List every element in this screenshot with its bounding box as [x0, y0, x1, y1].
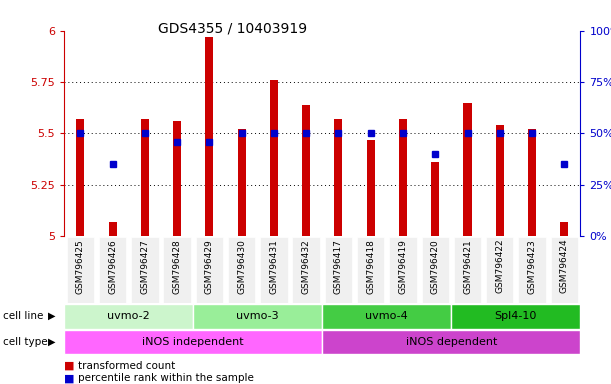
Bar — [141, 119, 149, 236]
Text: transformed count: transformed count — [78, 361, 175, 371]
FancyBboxPatch shape — [324, 237, 352, 303]
Text: GSM796430: GSM796430 — [237, 239, 246, 294]
Text: GSM796417: GSM796417 — [334, 239, 343, 294]
Text: ▶: ▶ — [48, 337, 55, 347]
Text: GSM796425: GSM796425 — [76, 239, 85, 294]
Bar — [431, 162, 439, 236]
Text: GSM796429: GSM796429 — [205, 239, 214, 294]
FancyBboxPatch shape — [486, 237, 513, 303]
Text: ■: ■ — [64, 361, 75, 371]
Text: GSM796418: GSM796418 — [366, 239, 375, 294]
FancyBboxPatch shape — [357, 237, 384, 303]
FancyBboxPatch shape — [131, 237, 158, 303]
FancyBboxPatch shape — [260, 237, 288, 303]
FancyBboxPatch shape — [551, 237, 578, 303]
Text: GSM796428: GSM796428 — [172, 239, 181, 294]
Text: uvmo-3: uvmo-3 — [236, 311, 279, 321]
Bar — [334, 119, 343, 236]
Text: ▶: ▶ — [48, 311, 55, 321]
Text: GSM796422: GSM796422 — [496, 239, 504, 293]
Text: GSM796420: GSM796420 — [431, 239, 440, 294]
FancyBboxPatch shape — [452, 304, 580, 329]
Text: cell type: cell type — [3, 337, 48, 347]
Bar — [464, 103, 472, 236]
Bar — [270, 80, 278, 236]
FancyBboxPatch shape — [389, 237, 417, 303]
FancyBboxPatch shape — [64, 329, 323, 354]
Text: GSM796423: GSM796423 — [527, 239, 536, 294]
FancyBboxPatch shape — [99, 237, 126, 303]
Text: cell line: cell line — [3, 311, 43, 321]
Bar — [109, 222, 117, 236]
FancyBboxPatch shape — [293, 237, 320, 303]
Bar — [496, 125, 504, 236]
FancyBboxPatch shape — [422, 237, 449, 303]
Bar — [560, 222, 568, 236]
Text: Spl4-10: Spl4-10 — [495, 311, 537, 321]
Bar — [238, 129, 246, 236]
Text: iNOS independent: iNOS independent — [142, 337, 244, 347]
FancyBboxPatch shape — [193, 304, 323, 329]
Text: GDS4355 / 10403919: GDS4355 / 10403919 — [158, 21, 307, 35]
Text: percentile rank within the sample: percentile rank within the sample — [78, 373, 254, 383]
Bar — [205, 37, 213, 236]
FancyBboxPatch shape — [67, 237, 94, 303]
Text: uvmo-2: uvmo-2 — [108, 311, 150, 321]
Text: uvmo-4: uvmo-4 — [365, 311, 408, 321]
FancyBboxPatch shape — [228, 237, 255, 303]
FancyBboxPatch shape — [64, 304, 193, 329]
Bar — [173, 121, 181, 236]
Bar — [367, 140, 375, 236]
FancyBboxPatch shape — [323, 304, 452, 329]
Text: iNOS dependent: iNOS dependent — [406, 337, 497, 347]
Text: ■: ■ — [64, 373, 75, 383]
Bar — [399, 119, 407, 236]
Text: GSM796431: GSM796431 — [269, 239, 279, 294]
Text: GSM796419: GSM796419 — [398, 239, 408, 294]
Bar — [302, 105, 310, 236]
FancyBboxPatch shape — [323, 329, 580, 354]
Text: GSM796432: GSM796432 — [302, 239, 310, 294]
Bar — [76, 119, 84, 236]
Text: GSM796427: GSM796427 — [141, 239, 149, 294]
Text: GSM796424: GSM796424 — [560, 239, 569, 293]
Bar — [528, 129, 536, 236]
FancyBboxPatch shape — [163, 237, 191, 303]
FancyBboxPatch shape — [454, 237, 481, 303]
Text: GSM796426: GSM796426 — [108, 239, 117, 294]
FancyBboxPatch shape — [518, 237, 546, 303]
Text: GSM796421: GSM796421 — [463, 239, 472, 294]
FancyBboxPatch shape — [196, 237, 223, 303]
